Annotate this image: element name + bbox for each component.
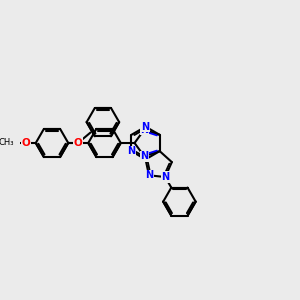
Text: N: N bbox=[145, 170, 153, 180]
Text: N: N bbox=[142, 122, 150, 132]
Text: N: N bbox=[161, 172, 169, 182]
Text: O: O bbox=[22, 138, 30, 148]
Text: O: O bbox=[73, 138, 82, 148]
Text: O: O bbox=[74, 138, 82, 148]
Text: CH₃: CH₃ bbox=[0, 139, 14, 148]
Text: N: N bbox=[140, 125, 148, 135]
Text: N: N bbox=[127, 146, 136, 156]
Text: N: N bbox=[140, 151, 148, 161]
